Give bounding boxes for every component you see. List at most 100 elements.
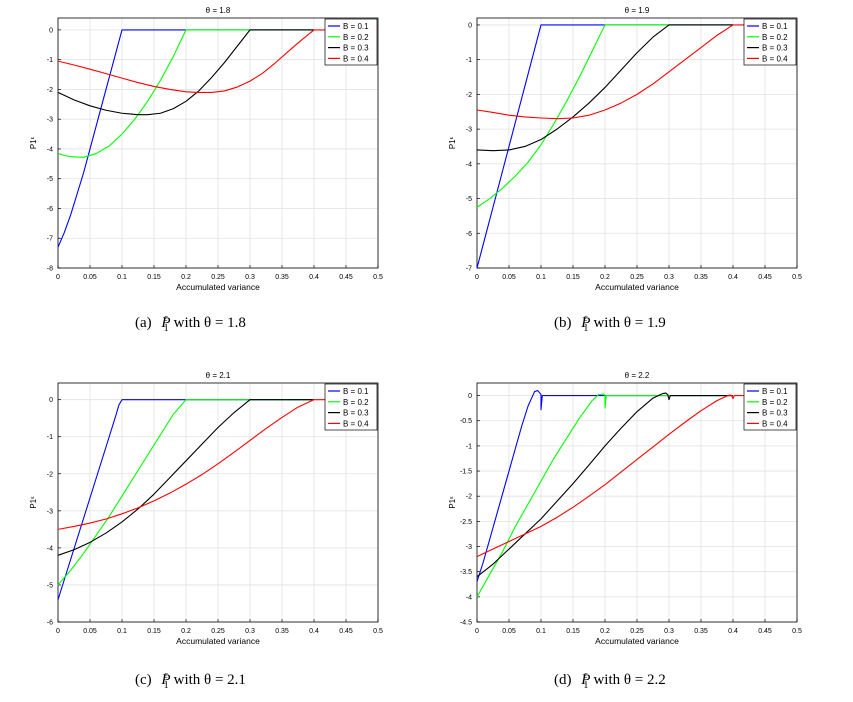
x-axis-label: Accumulated variance: [595, 282, 679, 292]
y-tick-label: -0.5: [460, 418, 472, 425]
y-tick-label: -6: [47, 620, 53, 627]
series-line-b4: [57, 29, 378, 93]
x-tick-label: 0.1: [117, 628, 127, 635]
x-tick-label: 0.35: [694, 274, 708, 281]
y-tick-label: -4.5: [460, 620, 472, 627]
x-tick-label: 0.25: [211, 628, 225, 635]
y-tick-label: -2.5: [460, 519, 472, 526]
y-tick-label: -3: [47, 117, 53, 124]
x-tick-label: 0.5: [792, 628, 802, 635]
subplot-c: 0 0.05 0.1 0.15 0.2 0.25 0.3 0.35 0.4 0.45 0.5 0 -1 -…: [29, 371, 383, 646]
x-tick-label: 0.5: [373, 628, 383, 635]
y-tick-label: -1: [47, 434, 53, 441]
x-tick-label: 0.35: [275, 274, 289, 281]
x-tick-label: 0.25: [630, 274, 644, 281]
y-tick-label: -3: [466, 544, 472, 551]
legend: B = 0.1 B = 0.2 B = 0.3B = 0.4: [324, 18, 378, 66]
x-tick-label: 0.35: [694, 628, 708, 635]
y-axis-label: P1ᵋ: [29, 136, 38, 149]
x-tick-label: 0.05: [502, 628, 516, 635]
caption-label: (d): [554, 672, 572, 688]
x-tick-label: 0.4: [728, 628, 738, 635]
series-line-b4: [476, 24, 797, 120]
y-tick-label: -7: [466, 266, 472, 273]
y-tick-label: -1: [466, 443, 472, 450]
y-tick-label: -4: [466, 161, 472, 168]
x-tick-label: 0.25: [630, 628, 644, 635]
y-axis-label: P1ᵋ: [448, 136, 457, 149]
caption-label: (a): [135, 315, 152, 331]
x-tick-label: 0.2: [600, 274, 610, 281]
y-tick-label: -4: [47, 545, 53, 552]
x-tick-label: 0.15: [147, 628, 161, 635]
y-tick-label: -5: [466, 196, 472, 203]
x-tick-label: 0.45: [758, 274, 772, 281]
x-tick-label: 0.4: [728, 274, 738, 281]
y-tick-label: 0: [468, 393, 472, 400]
caption-c: (c) P1ϵ with θ = 2.1: [135, 670, 246, 691]
caption-d: (d) P1ϵ with θ = 2.2: [554, 670, 666, 691]
y-tick-label: -2: [466, 92, 472, 99]
series-line-b2: [57, 399, 314, 586]
caption-label: (c): [135, 672, 152, 688]
x-tick-label: 0.15: [566, 628, 580, 635]
x-tick-label: 0: [56, 274, 60, 281]
chart-title: θ = 1.8: [206, 6, 231, 15]
series-line-b2: [476, 393, 733, 598]
legend-label: B = 0.4: [762, 54, 788, 63]
x-tick-label: 0.1: [117, 274, 127, 281]
y-tick-label: -4: [47, 146, 53, 153]
x-axis-label: Accumulated variance: [595, 636, 679, 646]
y-axis-label: P1ᵋ: [29, 496, 38, 509]
y-tick-label: -5: [47, 582, 53, 589]
x-tick-label: 0.2: [181, 628, 191, 635]
legend-label: B = 0.3: [343, 44, 369, 53]
y-tick-label: -6: [466, 231, 472, 238]
axes-frame: [476, 17, 798, 269]
x-tick-label: 0.4: [309, 628, 319, 635]
legend: B = 0.1 B = 0.2 B = 0.3B = 0.4: [743, 18, 797, 66]
legend: B = 0.1 B = 0.2 B = 0.3B = 0.4: [743, 383, 797, 431]
x-tick-label: 0.3: [664, 628, 674, 635]
chart-title: θ = 2.1: [206, 371, 231, 380]
legend-label: B = 0.2: [343, 33, 369, 42]
x-tick-label: 0.1: [536, 274, 546, 281]
y-tick-label: -1: [47, 57, 53, 64]
legend-label: B = 0.1: [762, 387, 788, 396]
axes-frame: [57, 382, 379, 623]
x-tick-label: 0: [475, 628, 479, 635]
chart-title: θ = 2.2: [625, 371, 650, 380]
y-tick-label: -2: [47, 471, 53, 478]
legend-label: B = 0.3: [762, 409, 788, 418]
y-axis-label: P1ᵋ: [448, 496, 457, 509]
caption-text: with θ = 1.8: [173, 315, 246, 331]
x-tick-label: 0.15: [147, 274, 161, 281]
x-tick-label: 0.1: [536, 628, 546, 635]
y-tick-label: -3.5: [460, 569, 472, 576]
legend-box: [743, 383, 797, 431]
y-tick-label: -4: [466, 594, 472, 601]
y-tick-label: -8: [47, 266, 53, 273]
y-tick-label: -2: [47, 87, 53, 94]
x-tick-label: 0.5: [373, 274, 383, 281]
axes-frame: [57, 17, 379, 269]
x-tick-label: 0.35: [275, 628, 289, 635]
x-tick-label: 0.4: [309, 274, 319, 281]
y-tick-label: 0: [468, 22, 472, 29]
caption-b: (b) P1ϵ with θ = 1.9: [554, 313, 666, 334]
y-tick-label: -1: [466, 57, 472, 64]
y-tick-label: 0: [49, 27, 53, 34]
legend-label: B = 0.2: [762, 33, 788, 42]
series-line-b2: [57, 29, 314, 158]
x-axis-label: Accumulated variance: [176, 282, 260, 292]
x-tick-label: 0.15: [566, 274, 580, 281]
series-line-b3: [57, 29, 314, 116]
y-tick-label: 0: [49, 397, 53, 404]
legend-label: B = 0.2: [343, 398, 369, 407]
subplot-b: 0 0.05 0.1 0.15 0.2 0.25 0.3 0.35 0.4 0.45 0.5 0 -1 -…: [448, 6, 802, 292]
x-tick-label: 0.45: [339, 274, 353, 281]
series-line-b3: [57, 399, 314, 556]
x-tick-label: 0.25: [211, 274, 225, 281]
y-tick-label: -3: [466, 127, 472, 134]
